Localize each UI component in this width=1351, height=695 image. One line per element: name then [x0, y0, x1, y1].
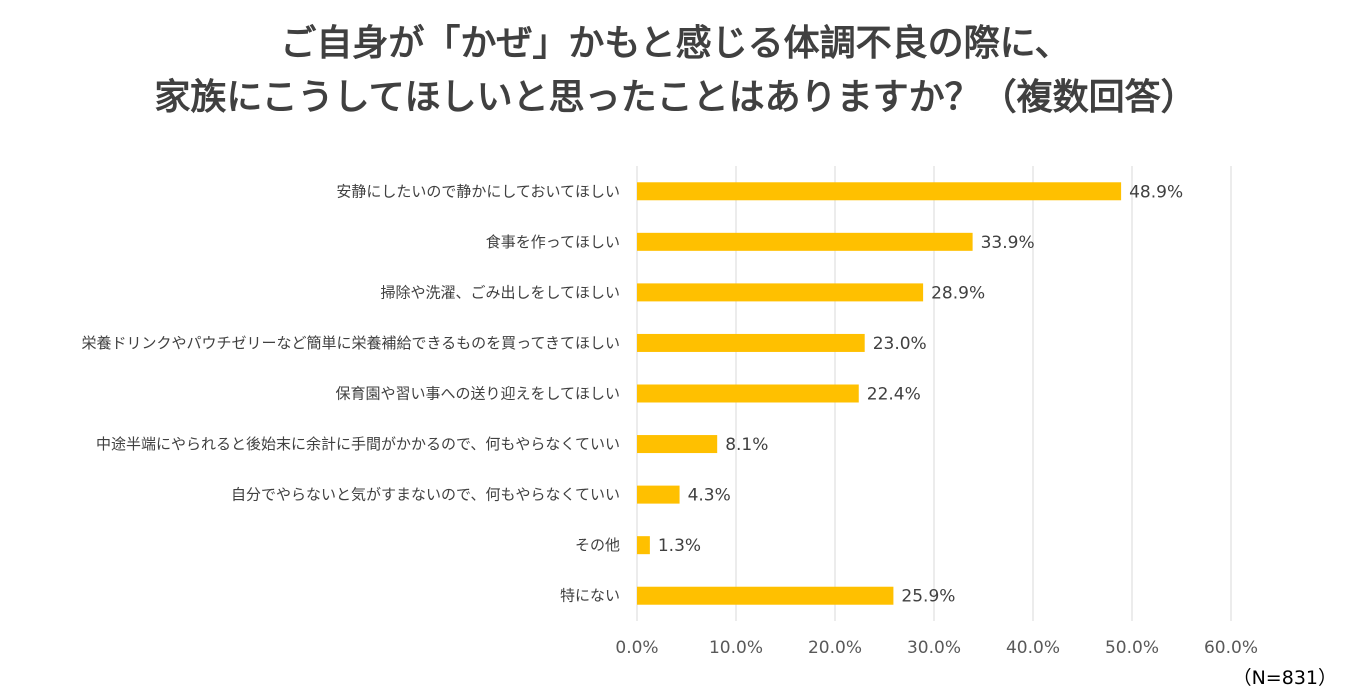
data-label: 23.0% [873, 334, 927, 354]
category-label: 保育園や習い事への送り迎えをしてほしい [335, 385, 620, 403]
bar [637, 485, 680, 504]
bar [637, 232, 973, 251]
category-label: その他 [575, 536, 620, 554]
data-label: 33.9% [981, 233, 1035, 253]
bar [637, 536, 650, 555]
category-label: 栄養ドリンクやパウチゼリーなど簡単に栄養補給できるものを買ってきてほしい [81, 334, 620, 352]
category-label: 掃除や洗濯、ごみ出しをしてほしい [380, 283, 620, 301]
category-label: 特にない [560, 587, 620, 605]
bars [637, 182, 1122, 605]
data-label: 1.3% [658, 536, 701, 556]
bar [637, 333, 865, 352]
category-label: 食事を作ってほしい [486, 233, 620, 251]
bar [637, 586, 894, 605]
x-tick-label: 10.0% [709, 638, 763, 658]
x-tick-label: 50.0% [1105, 638, 1159, 658]
x-tick-label: 40.0% [1006, 638, 1060, 658]
category-label: 自分でやらないと気がすまないので、何もやらなくていい [231, 486, 620, 504]
data-label: 22.4% [867, 385, 921, 405]
x-tick-label: 20.0% [808, 638, 862, 658]
data-label: 28.9% [931, 283, 985, 303]
bar [637, 283, 924, 302]
data-label: 48.9% [1129, 182, 1183, 202]
data-label: 8.1% [725, 435, 768, 455]
bar [637, 435, 718, 454]
bar [637, 182, 1122, 201]
x-tick-label: 30.0% [907, 638, 961, 658]
data-label: 4.3% [688, 486, 731, 506]
sample-size-note: （N=831） [1232, 667, 1337, 689]
data-label: 25.9% [901, 587, 955, 607]
bar [637, 384, 859, 403]
labels: 0.0% 10.0% 20.0% 30.0% 40.0% 50.0% 60.0% 安静にしたい… [81, 182, 1258, 658]
x-tick-label: 0.0% [615, 638, 658, 658]
category-label: 安静にしたいので静かにしておいてほしい [336, 182, 620, 200]
chart-title-line-2: 家族にこうしてほしいと思ったことはありますか？（複数回答） [154, 77, 1197, 118]
category-label: 中途半端にやられると後始末に余計に手間がかかるので、何もやらなくていい [96, 435, 620, 453]
chart-title-line-1: ご自身が「かぜ」かもと感じる体調不良の際に、 [280, 23, 1071, 64]
x-tick-label: 60.0% [1204, 638, 1258, 658]
